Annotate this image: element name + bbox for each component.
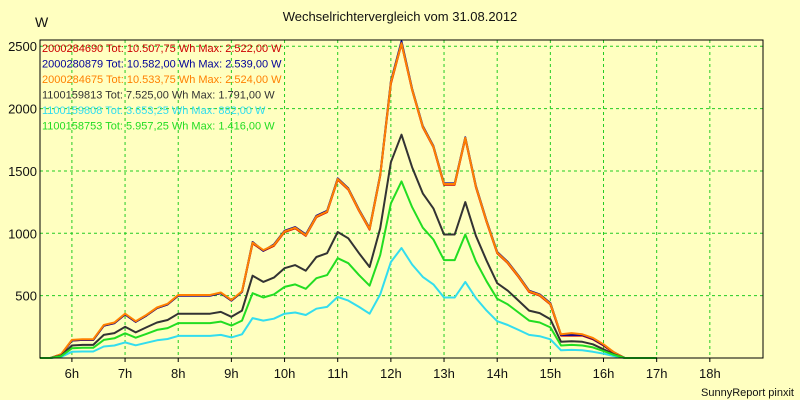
chart-title: Wechselrichtervergleich vom 31.08.2012 bbox=[282, 9, 518, 24]
legend-entry-1100159813: 1100159813 Tot: 7.525,00 Wh Max: 1.791,0… bbox=[42, 90, 275, 102]
y-tick-label: 2000 bbox=[8, 102, 37, 117]
x-tick-label: 11h bbox=[327, 366, 348, 381]
grid-layer bbox=[40, 40, 763, 358]
x-tick-label: 12h bbox=[380, 366, 402, 381]
y-tick-label: 1000 bbox=[8, 226, 37, 241]
legend-layer: 2000284690 Tot: 10.507,75 Wh Max: 2.522,… bbox=[42, 43, 282, 133]
y-tick-label: 1500 bbox=[8, 164, 37, 179]
x-tick-label: 16h bbox=[593, 366, 615, 381]
axis-layer: 500 1000 1500 2000 2500 6h 7h 8h 9h 10h 11h 12h 13h 1… bbox=[8, 39, 764, 381]
legend-entry-2000284690: 2000284690 Tot: 10.507,75 Wh Max: 2.522,… bbox=[42, 43, 282, 55]
series-line-1100159813 bbox=[40, 133, 657, 359]
x-tick-label: 18h bbox=[699, 366, 721, 381]
legend-entry-1100158753: 1100158753 Tot: 5.957,25 Wh Max: 1.416,0… bbox=[42, 121, 275, 133]
y-tick-label: 2500 bbox=[8, 39, 37, 54]
series-line-2000284675 bbox=[40, 42, 657, 359]
x-tick-label: 17h bbox=[646, 366, 668, 381]
credit-text: SunnyReport pinxit bbox=[701, 387, 794, 399]
x-tick-label: 15h bbox=[540, 366, 562, 381]
x-tick-label: 6h bbox=[65, 366, 79, 381]
legend-entry-2000284675: 2000284675 Tot: 10.533,75 Wh Max: 2.524,… bbox=[42, 74, 282, 86]
x-tick-label: 14h bbox=[486, 366, 508, 381]
x-tick-label: 8h bbox=[171, 366, 185, 381]
plot-frame bbox=[39, 39, 764, 359]
legend-entry-1100159808: 1100159808 Tot: 3.653,25 Wh Max: 882,00 … bbox=[42, 105, 266, 117]
x-tick-label: 13h bbox=[433, 366, 455, 381]
x-tick-label: 9h bbox=[224, 366, 238, 381]
x-tick-label: 10h bbox=[274, 366, 296, 381]
x-tick-label: 7h bbox=[118, 366, 132, 381]
series-layer bbox=[40, 40, 657, 359]
legend-entry-2000280879: 2000280879 Tot: 10.582,00 Wh Max: 2.539,… bbox=[42, 59, 282, 71]
y-tick-label: 500 bbox=[15, 289, 37, 304]
series-line-1100158753 bbox=[40, 180, 657, 359]
y-axis-unit: W bbox=[35, 14, 49, 30]
series-line-1100159808 bbox=[40, 247, 657, 359]
